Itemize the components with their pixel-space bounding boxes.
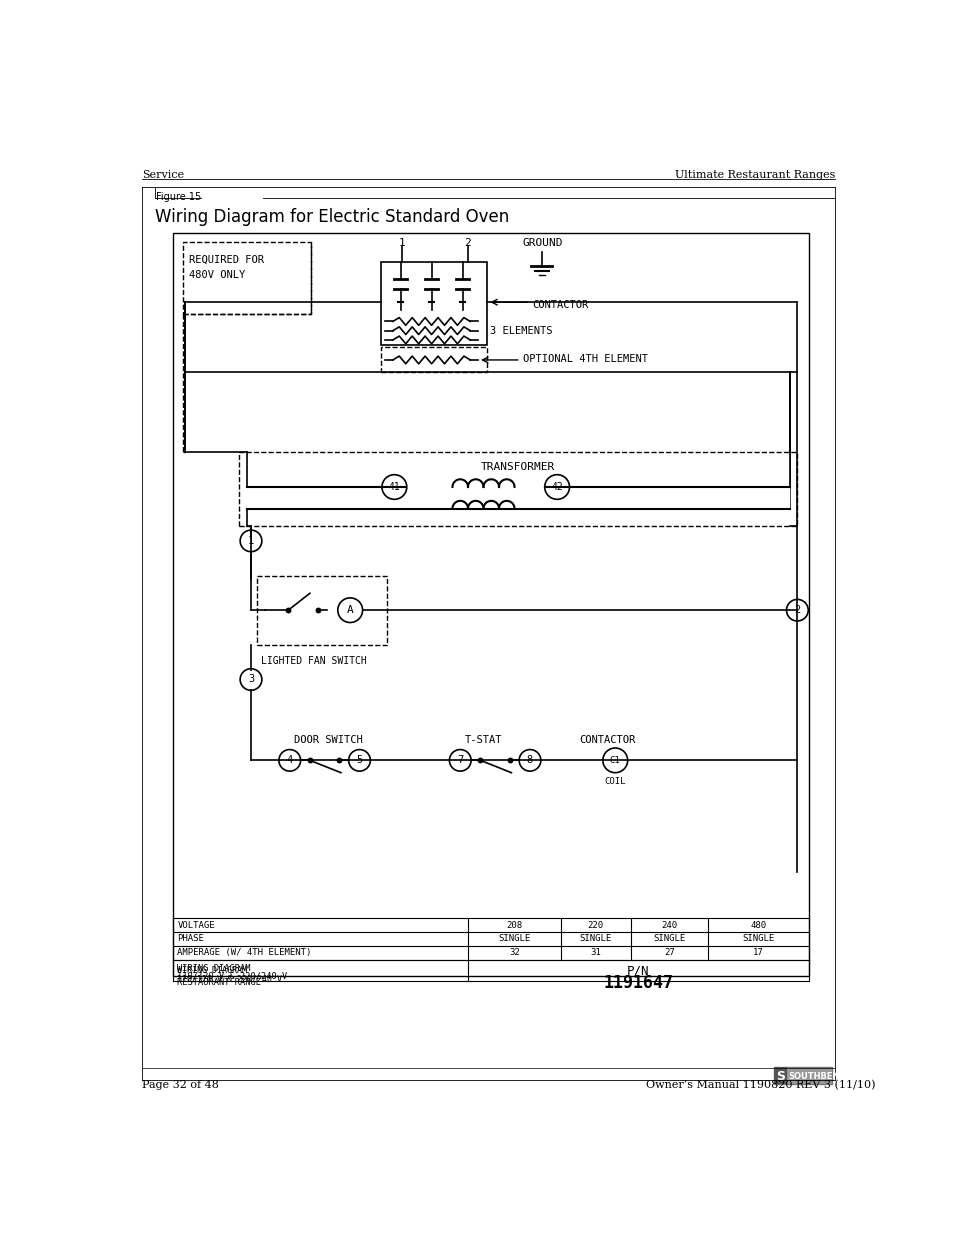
Text: CONTACTOR: CONTACTOR [532, 300, 588, 310]
Text: 1: 1 [248, 536, 253, 546]
Text: 27: 27 [663, 948, 674, 957]
Text: 3: 3 [248, 674, 253, 684]
Text: Service: Service [142, 169, 185, 180]
Text: 110/120 V & 220/240 V: 110/120 V & 220/240 V [177, 974, 282, 983]
Text: 32: 32 [509, 948, 519, 957]
Text: TRANSFORMER: TRANSFORMER [480, 462, 555, 472]
Text: COIL: COIL [604, 777, 625, 787]
Text: 3 ELEMENTS: 3 ELEMENTS [489, 326, 552, 336]
Text: 1191647: 1191647 [603, 974, 673, 993]
Text: Wiring Diagram for Electric Standard Oven: Wiring Diagram for Electric Standard Ove… [154, 209, 509, 226]
Text: 2: 2 [464, 238, 471, 248]
Text: A: A [347, 605, 354, 615]
Text: SINGLE: SINGLE [741, 935, 774, 944]
Text: 8: 8 [526, 756, 533, 766]
Text: 7: 7 [456, 756, 463, 766]
Text: 31: 31 [590, 948, 600, 957]
Text: 208: 208 [506, 920, 522, 930]
Text: 480: 480 [750, 920, 766, 930]
Text: P/N: P/N [626, 965, 649, 977]
Bar [773, 1067, 785, 1084]
Text: Ultimate Restaurant Ranges: Ultimate Restaurant Ranges [675, 169, 835, 180]
Text: T-STAT: T-STAT [464, 735, 501, 745]
Text: 42: 42 [551, 482, 562, 492]
Text: REQUIRED FOR: REQUIRED FOR [189, 254, 264, 264]
Text: SINGLE: SINGLE [579, 935, 612, 944]
Text: C1: C1 [609, 756, 620, 764]
Text: SINGLE: SINGLE [497, 935, 530, 944]
Text: 110/120 V & 220/240 V: 110/120 V & 220/240 V [177, 972, 287, 981]
Text: GROUND: GROUND [521, 238, 562, 248]
Text: OPTIONAL 4TH ELEMENT: OPTIONAL 4TH ELEMENT [522, 354, 647, 364]
Bar [773, 1067, 831, 1084]
Text: 1: 1 [398, 238, 405, 248]
Text: PHASE: PHASE [177, 935, 204, 944]
Text: Owner’s Manual 1190820 REV 3 (11/10): Owner’s Manual 1190820 REV 3 (11/10) [645, 1079, 875, 1091]
Text: WIRING DIAGRAM: WIRING DIAGRAM [177, 966, 247, 974]
Text: SOUTHBEND: SOUTHBEND [788, 1072, 846, 1081]
Text: Page 32 of 48: Page 32 of 48 [142, 1079, 219, 1091]
Text: SINGLE: SINGLE [653, 935, 685, 944]
Bar [381, 262, 487, 345]
Text: CONTACTOR: CONTACTOR [578, 735, 635, 745]
Text: LIGHTED FAN SWITCH: LIGHTED FAN SWITCH [261, 656, 367, 667]
Text: Figure 15: Figure 15 [156, 193, 201, 203]
Bar [381, 347, 487, 372]
Text: 480V ONLY: 480V ONLY [189, 270, 245, 280]
Text: RESTAURANT RANGE: RESTAURANT RANGE [177, 978, 261, 987]
Bar [257, 576, 386, 645]
Text: DOOR SWITCH: DOOR SWITCH [294, 735, 362, 745]
Bar [239, 452, 797, 526]
Bar [173, 233, 808, 976]
Text: S: S [776, 1070, 784, 1083]
Text: 5: 5 [356, 756, 362, 766]
Bar [183, 242, 311, 314]
Text: 2: 2 [794, 605, 800, 615]
Text: 240: 240 [660, 920, 677, 930]
Text: 4: 4 [286, 756, 293, 766]
Text: WIRING DIAGRAM: WIRING DIAGRAM [177, 965, 251, 973]
Text: 41: 41 [388, 482, 400, 492]
Text: VOLTAGE: VOLTAGE [177, 920, 214, 930]
Text: 17: 17 [753, 948, 763, 957]
Text: 220: 220 [587, 920, 603, 930]
Text: AMPERAGE (W/ 4TH ELEMENT): AMPERAGE (W/ 4TH ELEMENT) [177, 948, 312, 957]
